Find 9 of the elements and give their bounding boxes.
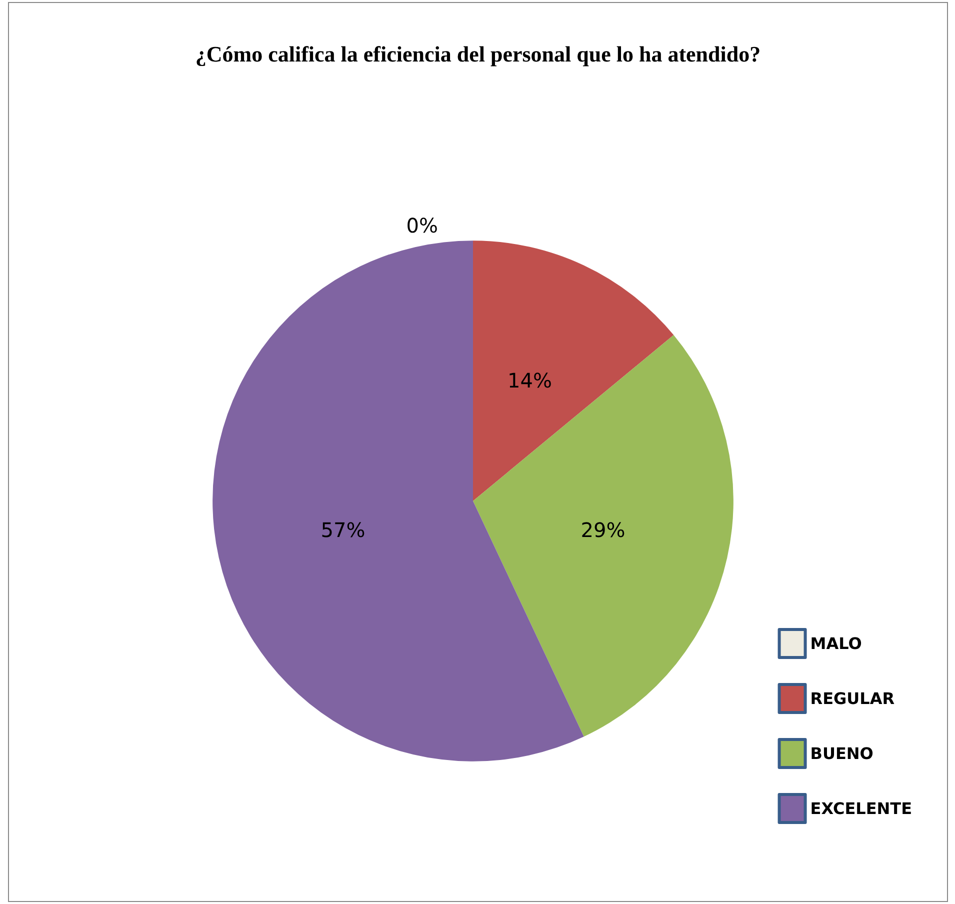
text: 0% [406, 214, 438, 238]
legend-label: BUENO [810, 744, 874, 763]
data-label: 57% [320, 518, 366, 542]
legend-label: REGULAR [810, 689, 895, 708]
data-label: 14% [507, 368, 552, 392]
chart-title: ¿Cómo califica la eficiencia del personal que lo ha atendido? [195, 42, 761, 66]
legend-label: EXCELENTE [810, 799, 912, 818]
legend-label: MALO [810, 634, 862, 653]
data-label: 29% [580, 518, 626, 542]
